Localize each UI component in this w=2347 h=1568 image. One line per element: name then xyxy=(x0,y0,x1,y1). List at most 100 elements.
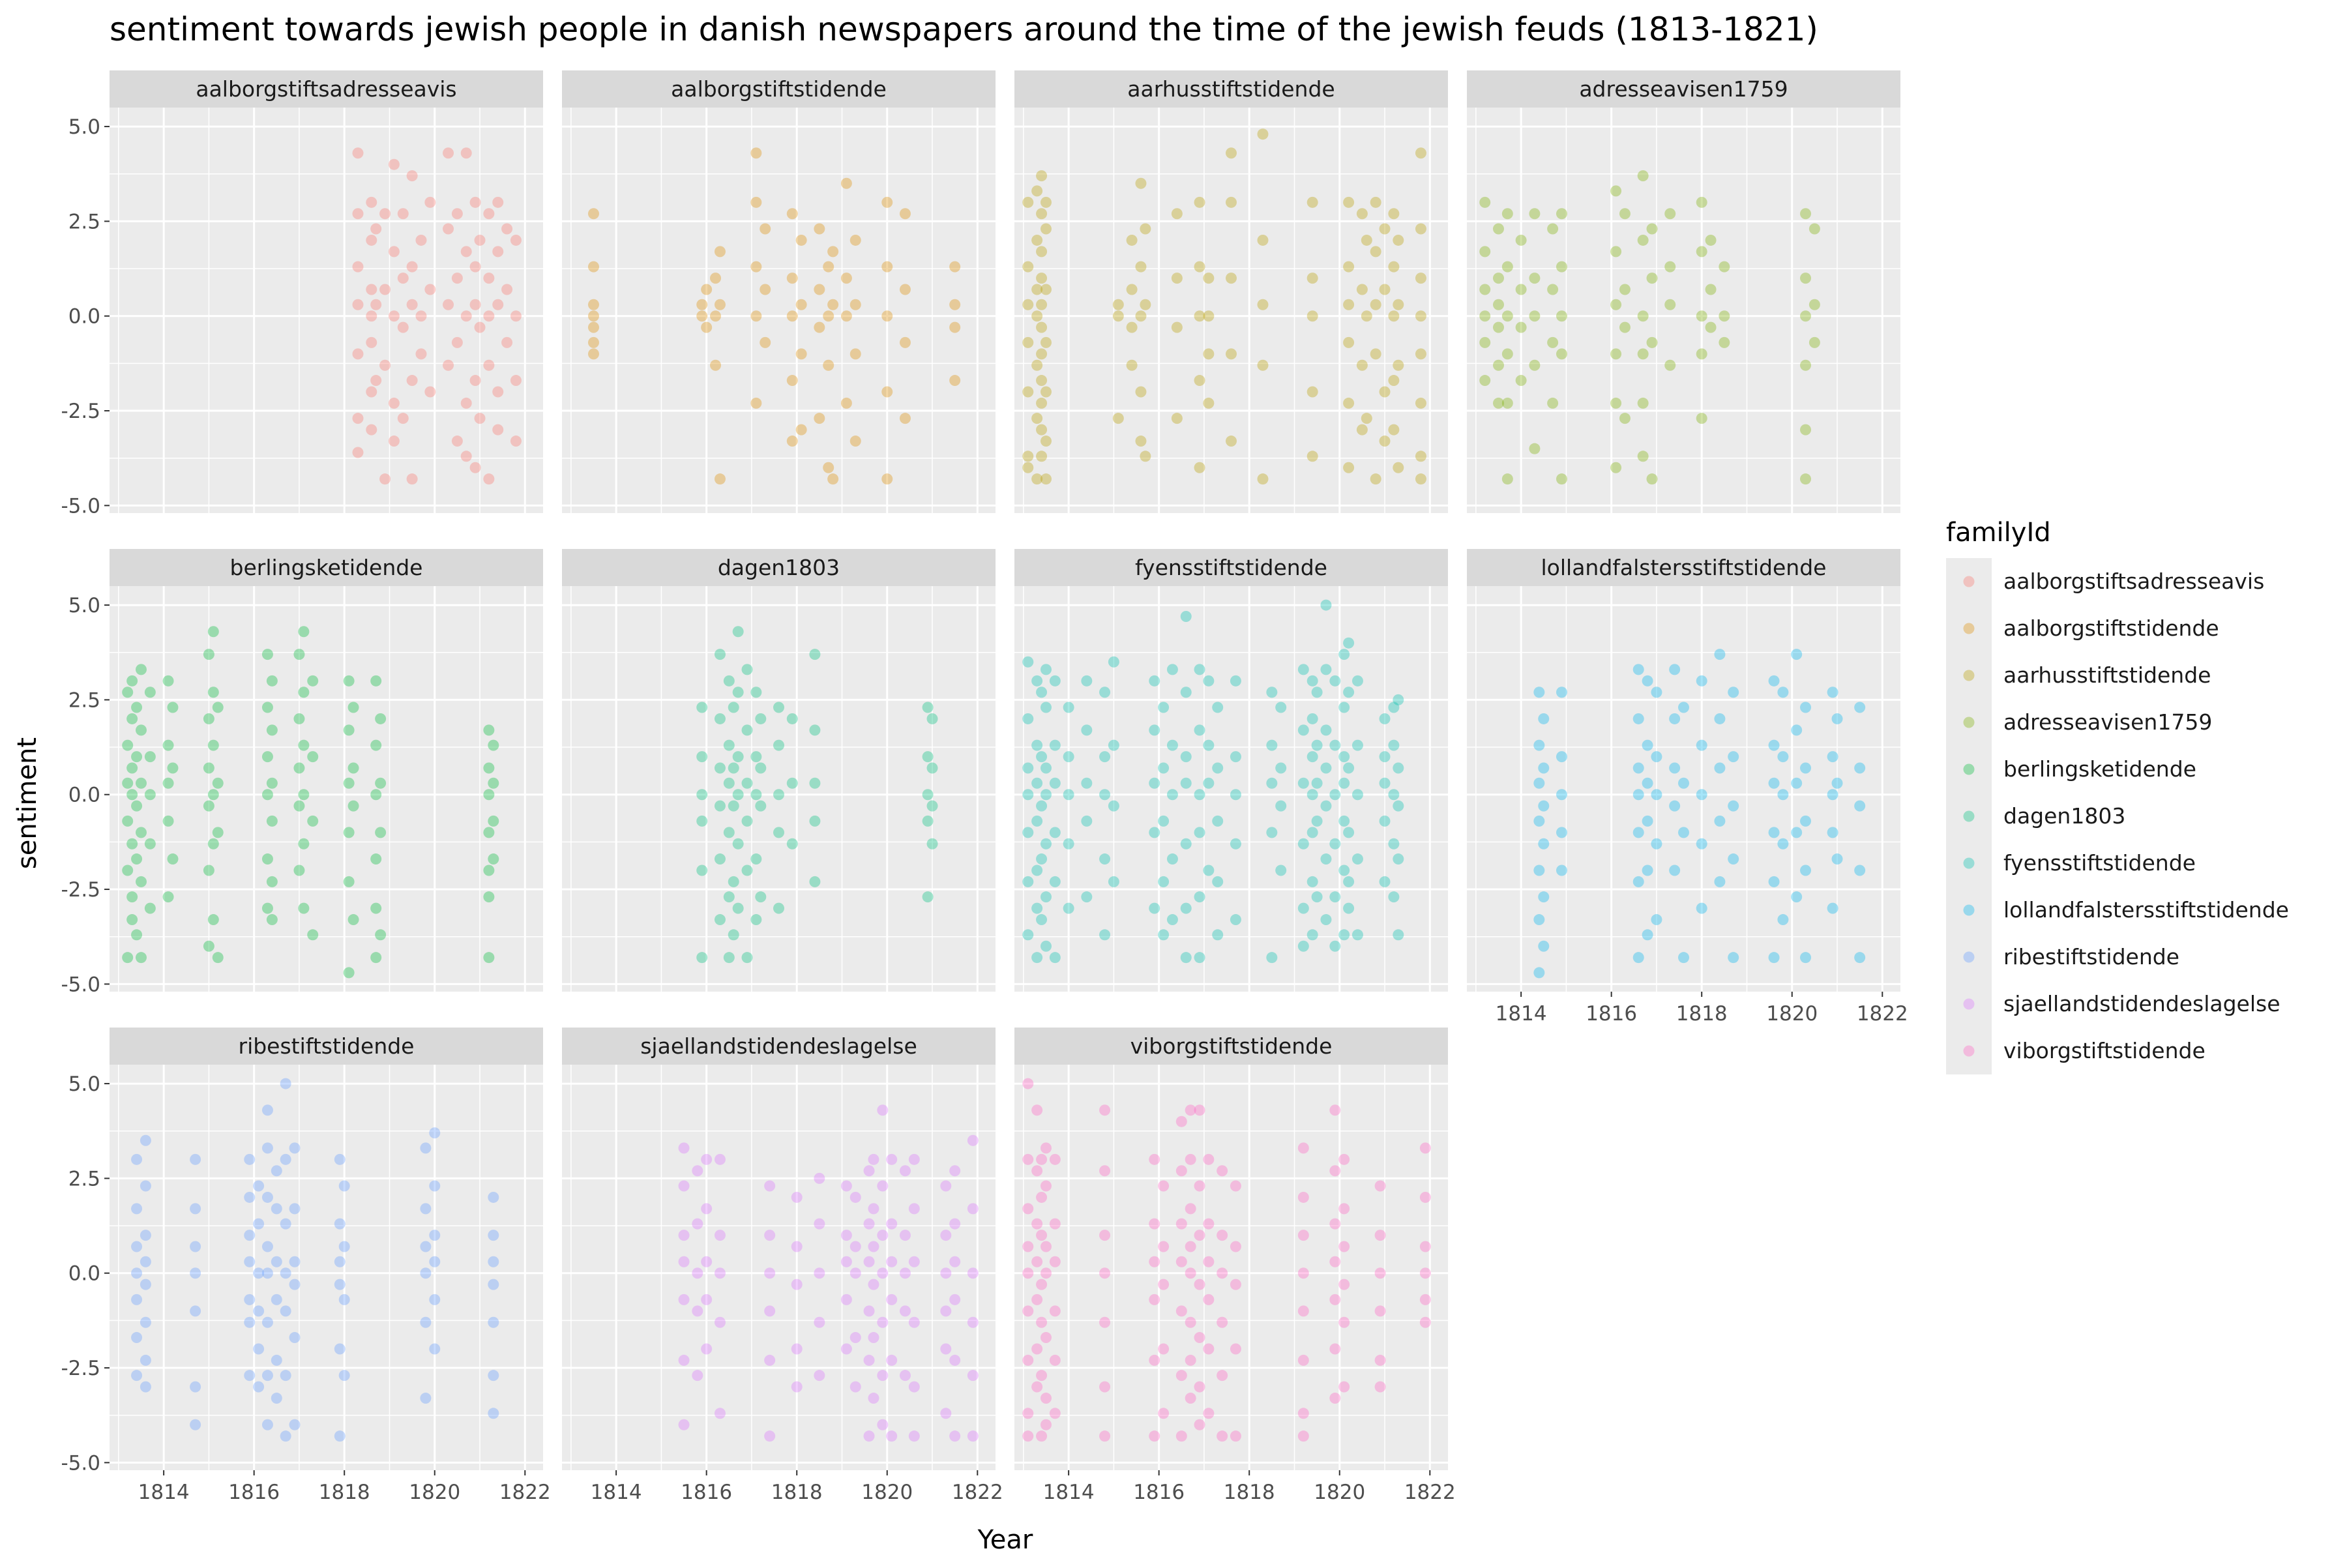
data-point xyxy=(1343,397,1355,409)
data-point xyxy=(1501,348,1513,360)
data-point xyxy=(1297,1230,1309,1241)
data-point xyxy=(492,299,504,310)
data-point xyxy=(1329,1343,1341,1355)
data-point xyxy=(460,246,472,258)
data-point xyxy=(1696,675,1707,687)
data-point xyxy=(696,310,708,322)
data-point xyxy=(750,687,762,698)
data-point xyxy=(1230,1241,1241,1252)
data-point xyxy=(501,284,513,295)
facet-strip-label: sjaellandstidendeslagelse xyxy=(640,1033,917,1059)
panel-aalborgstiftstidende: aalborgstiftstidende xyxy=(562,70,996,513)
data-point xyxy=(1619,284,1631,295)
data-point xyxy=(334,1343,346,1355)
data-point xyxy=(1501,261,1513,273)
data-point xyxy=(131,1241,143,1252)
data-point xyxy=(1854,762,1866,774)
data-point xyxy=(131,853,143,865)
data-point xyxy=(1040,1180,1052,1192)
data-point xyxy=(253,1381,265,1393)
data-point xyxy=(1311,815,1323,827)
data-point xyxy=(1533,914,1545,926)
data-point xyxy=(1175,1116,1187,1127)
legend-entry-lollandfalstersstiftstidende: lollandfalstersstiftstidende xyxy=(1963,897,2289,923)
series-points xyxy=(1533,649,1866,979)
data-point xyxy=(406,261,418,273)
x-tick-label: 1816 xyxy=(681,1481,732,1504)
data-point xyxy=(1230,1343,1241,1355)
data-point xyxy=(280,1305,291,1317)
data-point xyxy=(1297,940,1309,952)
data-point xyxy=(1031,413,1043,424)
data-point xyxy=(1646,336,1658,348)
data-point xyxy=(420,1316,432,1328)
data-point xyxy=(840,1294,852,1305)
data-point xyxy=(1149,1218,1160,1230)
data-point xyxy=(840,1256,852,1267)
data-point xyxy=(1257,234,1269,246)
data-point xyxy=(429,1127,441,1139)
data-point xyxy=(1036,1430,1048,1442)
data-point xyxy=(863,1165,875,1177)
panel-adresseavisen1759: adresseavisen1759 xyxy=(1467,70,1900,513)
data-point xyxy=(298,687,310,698)
data-point xyxy=(488,815,499,827)
data-point xyxy=(1669,664,1681,675)
data-point xyxy=(1705,234,1717,246)
data-point xyxy=(940,1267,952,1279)
data-point xyxy=(795,299,807,310)
data-point xyxy=(1329,1165,1341,1177)
data-point xyxy=(366,424,377,436)
data-point xyxy=(460,397,472,409)
data-point xyxy=(352,413,364,424)
data-point xyxy=(1696,739,1707,751)
data-point xyxy=(1501,473,1513,485)
data-point xyxy=(135,876,147,887)
data-point xyxy=(1338,702,1350,713)
data-point xyxy=(1329,789,1341,801)
data-point xyxy=(1501,208,1513,220)
data-point xyxy=(1374,1381,1386,1393)
x-tick-label: 1814 xyxy=(1496,1002,1547,1026)
data-point xyxy=(334,1256,346,1267)
data-point xyxy=(144,902,156,914)
data-point xyxy=(135,952,147,964)
data-point xyxy=(1419,1241,1431,1252)
data-point xyxy=(714,473,726,485)
data-point xyxy=(1217,1230,1228,1241)
data-point xyxy=(1343,637,1355,649)
data-point xyxy=(678,1180,690,1192)
data-point xyxy=(967,1203,979,1215)
data-point xyxy=(1022,1078,1034,1089)
data-point xyxy=(1329,891,1341,903)
data-point xyxy=(1556,865,1567,876)
data-point xyxy=(212,952,224,964)
data-point xyxy=(338,1180,350,1192)
data-point xyxy=(397,413,409,424)
data-point xyxy=(1415,473,1426,485)
data-point xyxy=(714,1230,726,1241)
data-point xyxy=(338,1294,350,1305)
data-point xyxy=(375,777,387,789)
data-point xyxy=(899,1230,911,1241)
data-point xyxy=(1351,853,1363,865)
data-point xyxy=(1081,815,1093,827)
data-point xyxy=(1194,1180,1205,1192)
data-point xyxy=(131,751,143,763)
data-point xyxy=(131,1153,143,1165)
data-point xyxy=(1642,777,1653,789)
data-point xyxy=(1022,462,1034,473)
facet-strip xyxy=(1467,549,1900,586)
data-point xyxy=(253,1180,265,1192)
data-point xyxy=(899,208,911,220)
data-point xyxy=(1081,777,1093,789)
data-point xyxy=(714,299,726,310)
data-point xyxy=(1185,1241,1196,1252)
data-point xyxy=(266,914,278,926)
data-point xyxy=(877,1316,889,1328)
data-point xyxy=(1031,675,1043,687)
data-point xyxy=(1297,1267,1309,1279)
data-point xyxy=(135,724,147,736)
data-point xyxy=(940,1180,952,1192)
data-point xyxy=(415,234,427,246)
